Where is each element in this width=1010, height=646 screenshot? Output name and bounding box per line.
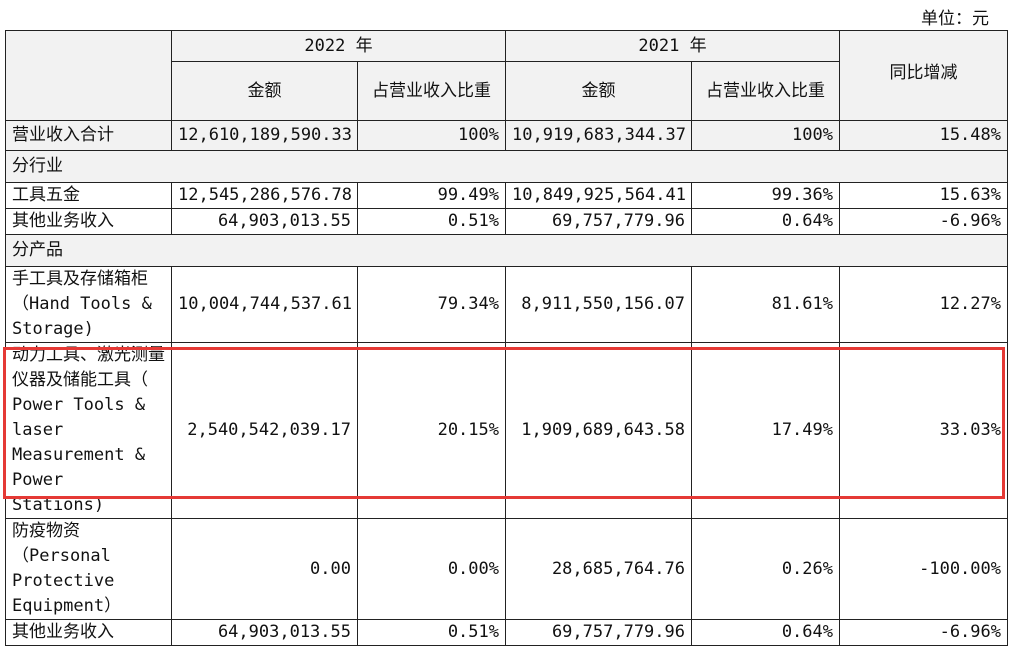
unit-label: 单位：元 (921, 9, 989, 29)
row-label: 动力工具、激光测量仪器及储能工具（ Power Tools & laser Me… (5, 342, 172, 519)
yoy-change: -6.96% (839, 208, 1008, 235)
section-row: 分行业 (5, 150, 1008, 183)
yoy-change: 15.48% (839, 120, 1008, 151)
header-year-2022: 2022 年 (171, 30, 506, 62)
yoy-change: 15.63% (839, 182, 1008, 209)
amount-2021: 28,685,764.76 (505, 518, 692, 620)
amount-2022: 64,903,013.55 (171, 208, 358, 235)
share-2021: 99.36% (691, 182, 840, 209)
share-2021: 17.49% (691, 342, 840, 519)
table-row-highlighted: 动力工具、激光测量仪器及储能工具（ Power Tools & laser Me… (5, 342, 1008, 519)
header-year-2021: 2021 年 (505, 30, 840, 62)
row-label: 其他业务收入 (5, 619, 172, 646)
share-2022: 0.51% (357, 619, 506, 646)
header-amount-2021: 金额 (505, 61, 692, 121)
share-2021: 0.64% (691, 619, 840, 646)
share-2021: 81.61% (691, 266, 840, 343)
amount-2021: 69,757,779.96 (505, 619, 692, 646)
amount-2022: 2,540,542,039.17 (171, 342, 358, 519)
section-product: 分产品 (5, 234, 1008, 267)
header-amount-2022: 金额 (171, 61, 358, 121)
share-2022: 0.51% (357, 208, 506, 235)
table-row: 营业收入合计 12,610,189,590.33 100% 10,919,683… (5, 120, 1008, 151)
section-row: 分产品 (5, 234, 1008, 267)
amount-2022: 10,004,744,537.61 (171, 266, 358, 343)
row-label: 其他业务收入 (5, 208, 172, 235)
amount-2022: 0.00 (171, 518, 358, 620)
header-yoy: 同比增减 (839, 30, 1008, 121)
table-row: 手工具及存储箱柜（Hand Tools & Storage) 10,004,74… (5, 266, 1008, 343)
amount-2021: 1,909,689,643.58 (505, 342, 692, 519)
table-row: 其他业务收入 64,903,013.55 0.51% 69,757,779.96… (5, 619, 1008, 646)
share-2021: 0.64% (691, 208, 840, 235)
share-2022: 20.15% (357, 342, 506, 519)
table-row: 防疫物资（Personal Protective Equipment） 0.00… (5, 518, 1008, 620)
section-industry: 分行业 (5, 150, 1008, 183)
row-label: 手工具及存储箱柜（Hand Tools & Storage) (5, 266, 172, 343)
header-share-2022: 占营业收入比重 (357, 61, 506, 121)
share-2021: 100% (691, 120, 840, 151)
row-label: 防疫物资（Personal Protective Equipment） (5, 518, 172, 620)
yoy-change: -6.96% (839, 619, 1008, 646)
share-2021: 0.26% (691, 518, 840, 620)
amount-2022: 64,903,013.55 (171, 619, 358, 646)
amount-2021: 10,919,683,344.37 (505, 120, 692, 151)
revenue-table: 2022 年 2021 年 同比增减 金额 占营业收入比重 金额 占营业收入比重… (5, 30, 1008, 646)
amount-2021: 69,757,779.96 (505, 208, 692, 235)
yoy-change: 33.03% (839, 342, 1008, 519)
table-row: 工具五金 12,545,286,576.78 99.49% 10,849,925… (5, 182, 1008, 209)
share-2022: 100% (357, 120, 506, 151)
share-2022: 99.49% (357, 182, 506, 209)
header-blank (5, 30, 172, 121)
share-2022: 0.00% (357, 518, 506, 620)
table-row: 其他业务收入 64,903,013.55 0.51% 69,757,779.96… (5, 208, 1008, 235)
share-2022: 79.34% (357, 266, 506, 343)
yoy-change: 12.27% (839, 266, 1008, 343)
amount-2021: 8,911,550,156.07 (505, 266, 692, 343)
header-share-2021: 占营业收入比重 (691, 61, 840, 121)
row-label: 工具五金 (5, 182, 172, 209)
amount-2022: 12,610,189,590.33 (171, 120, 358, 151)
yoy-change: -100.00% (839, 518, 1008, 620)
row-label: 营业收入合计 (5, 120, 172, 151)
amount-2022: 12,545,286,576.78 (171, 182, 358, 209)
amount-2021: 10,849,925,564.41 (505, 182, 692, 209)
